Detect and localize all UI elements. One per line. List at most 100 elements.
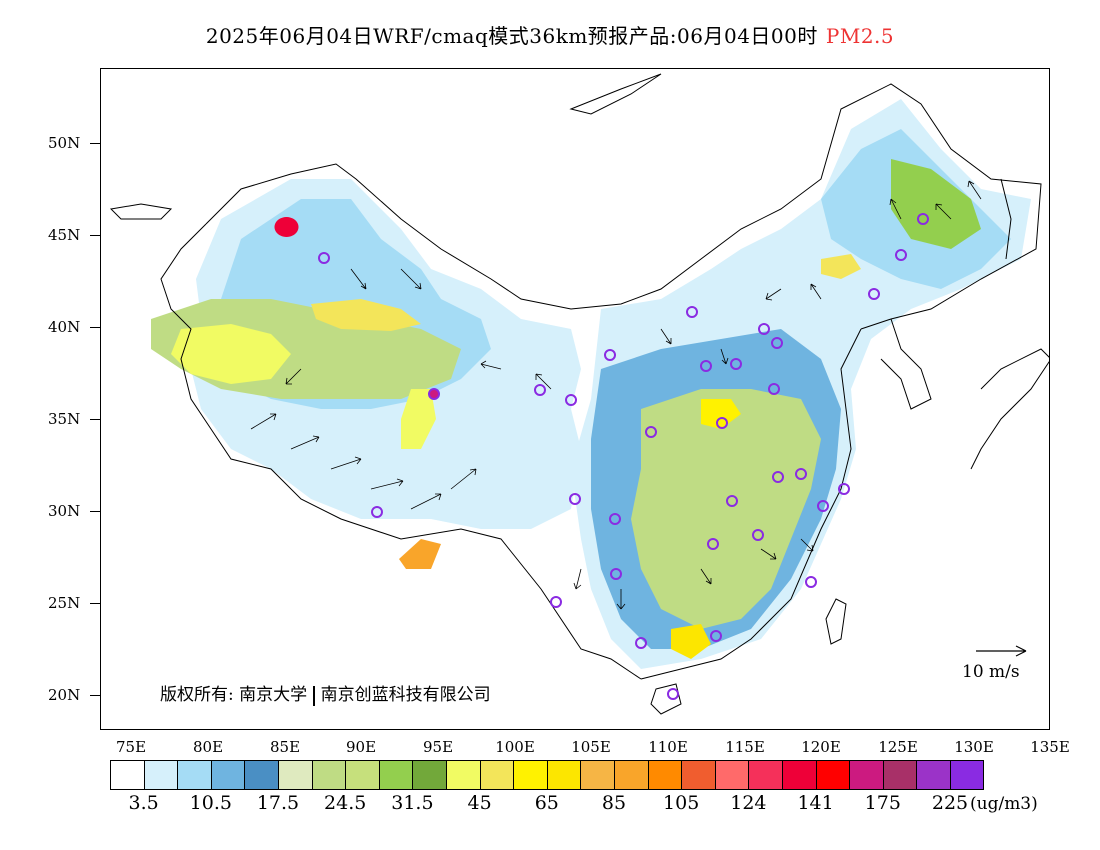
station-marker <box>726 495 738 507</box>
reference-wind-arrow <box>976 645 1027 657</box>
hotspot-tibet <box>399 539 441 569</box>
colorbar-swatch <box>546 760 581 790</box>
concentration-field <box>151 84 1041 679</box>
station-marker <box>609 513 621 525</box>
station-marker <box>730 358 742 370</box>
lon-label: 110E <box>648 738 688 756</box>
colorbar-swatch <box>345 760 379 790</box>
colorbar-swatch <box>714 760 749 790</box>
colorbar-label: 225 <box>931 792 969 814</box>
station-marker <box>534 384 546 396</box>
colorbar-label: 141 <box>797 792 834 814</box>
korea-coast <box>880 318 932 410</box>
colorbar-swatch <box>311 760 346 790</box>
station-marker <box>707 538 719 550</box>
station-marker <box>550 596 562 608</box>
title-main: 2025年06月04日WRF/cmaq模式36km预报产品:06月04日00时 <box>205 24 818 48</box>
lon-label: 90E <box>345 738 377 756</box>
colorbar-label: 175 <box>864 792 901 814</box>
colorbar-swatch <box>849 760 883 790</box>
colorbar-label: 124 <box>730 792 767 814</box>
lat-label: 30N <box>48 502 100 520</box>
station-markers <box>318 213 929 700</box>
yellow-area-guangdong <box>671 624 711 659</box>
colorbar-swatch <box>748 760 782 790</box>
green-area-central-east <box>631 389 821 629</box>
colorbar-swatch <box>782 760 816 790</box>
station-marker <box>772 471 784 483</box>
yellow-area-taklimakan <box>171 324 291 384</box>
map-panel <box>100 68 1050 730</box>
station-marker <box>795 468 807 480</box>
pm25-map <box>109 73 1049 715</box>
colorbar-swatch <box>446 760 480 790</box>
station-marker <box>371 506 383 518</box>
hotspot-qinghai <box>429 389 439 399</box>
station-marker <box>805 576 817 588</box>
station-marker <box>428 388 440 400</box>
lon-label: 120E <box>801 738 841 756</box>
colorbar-swatch <box>647 760 682 790</box>
colorbar-unit: (ug/m3) <box>970 794 1038 814</box>
taiwan-coast <box>825 598 847 645</box>
lat-label: 40N <box>48 318 100 336</box>
station-marker <box>700 360 712 372</box>
colorbar-swatch <box>815 760 850 790</box>
lat-label: 20N <box>48 686 100 704</box>
copyright-part2: 南京创蓝科技有限公司 <box>320 685 491 705</box>
colorbar-label: 45 <box>467 792 492 814</box>
station-marker <box>667 688 679 700</box>
station-marker <box>645 426 657 438</box>
wind-vectors <box>250 180 982 610</box>
station-marker <box>610 568 622 580</box>
japan-coast <box>970 348 1049 470</box>
station-marker <box>604 349 616 361</box>
title-species: PM2.5 <box>825 24 895 48</box>
yellow-area-jilin <box>821 254 861 279</box>
lon-label: 85E <box>269 738 301 756</box>
east-coast <box>640 328 862 680</box>
colorbar-swatch <box>882 760 917 790</box>
lon-label: 115E <box>725 738 765 756</box>
station-marker <box>635 637 647 649</box>
lon-label: 130E <box>954 738 994 756</box>
station-marker <box>752 529 764 541</box>
station-marker <box>895 249 907 261</box>
copyright-notice: 版权所有: 南京大学 南京创蓝科技有限公司 <box>160 680 491 706</box>
yellow-area-northwest <box>311 299 421 331</box>
colorbar-label: 24.5 <box>324 792 367 814</box>
balkhash-lake <box>109 203 173 220</box>
colorbar-swatch <box>278 760 312 790</box>
colorbar-swatch <box>244 760 278 790</box>
colorbar-swatch <box>210 760 245 790</box>
station-marker <box>817 500 829 512</box>
colorbar-label: 10.5 <box>189 792 232 814</box>
lat-label: 50N <box>48 134 100 152</box>
station-marker <box>838 483 850 495</box>
colorbar-label: 17.5 <box>256 792 300 814</box>
colorbar-swatch <box>614 760 648 790</box>
station-marker <box>868 288 880 300</box>
colorbar-swatch <box>143 760 178 790</box>
hainan-coast <box>650 683 682 715</box>
colorbar-swatch <box>580 760 614 790</box>
lon-label: 135E <box>1030 738 1070 756</box>
reference-wind-label: 10 m/s <box>962 662 1020 682</box>
baikal-lake <box>569 73 662 115</box>
station-marker <box>569 493 581 505</box>
yellow-area-qaidam <box>401 389 436 449</box>
china-border <box>205 83 1042 330</box>
station-marker <box>917 213 929 225</box>
copyright-separator <box>313 685 315 706</box>
south-border <box>160 223 642 680</box>
colorbar-swatch <box>479 760 514 790</box>
station-marker <box>771 337 783 349</box>
lon-label: 75E <box>115 738 147 756</box>
colorbar-label: 31.5 <box>391 792 434 814</box>
station-marker <box>686 306 698 318</box>
lon-label: 105E <box>571 738 611 756</box>
station-marker <box>318 252 330 264</box>
yellow-area-henan <box>701 399 741 429</box>
station-marker <box>716 417 728 429</box>
copyright-part1: 版权所有: 南京大学 <box>160 685 308 705</box>
